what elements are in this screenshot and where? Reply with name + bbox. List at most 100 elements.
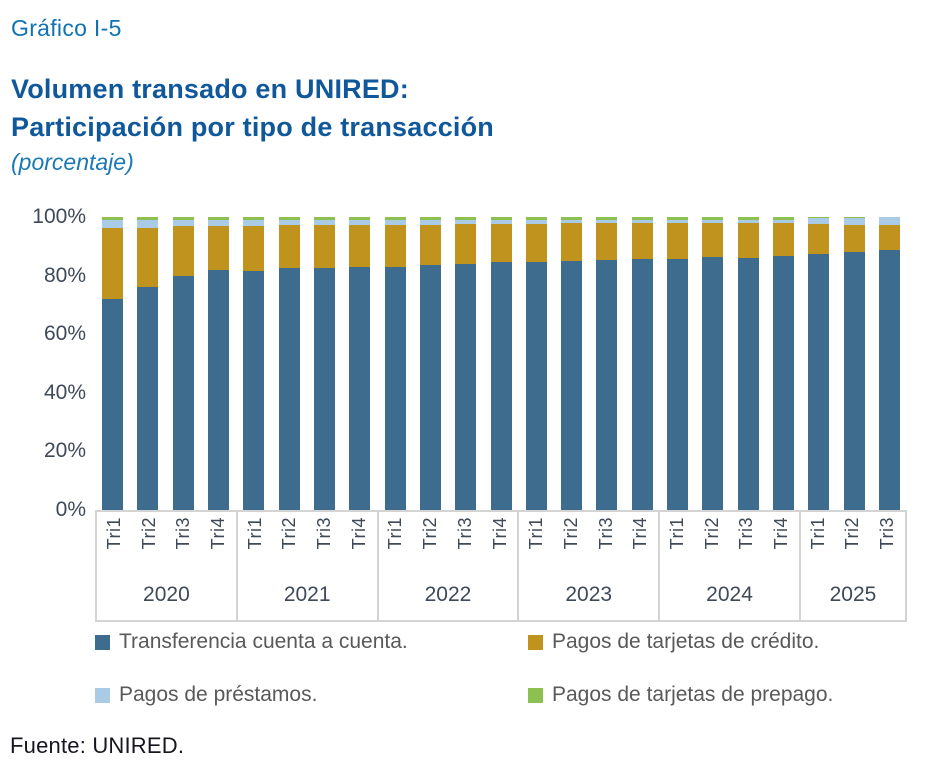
bar-group-2022	[377, 217, 518, 510]
plot-area	[95, 217, 907, 510]
bar-2020-Tri1	[102, 217, 124, 510]
quarter-label: Tri1	[666, 517, 687, 550]
quarter-cell: Tri2	[132, 517, 167, 581]
quarter-cell: Tri3	[730, 517, 765, 581]
bar-group-2020	[95, 217, 236, 510]
bar-2022-Tri2	[419, 217, 441, 510]
y-tick-label: 60%	[43, 322, 86, 346]
segment-cuenta	[737, 258, 759, 510]
segment-cuenta	[667, 258, 689, 510]
segment-prepago	[243, 217, 265, 220]
y-tick-label: 100%	[32, 205, 86, 228]
bar-2024-Tri3	[737, 217, 759, 510]
bar-group-2023	[519, 217, 660, 510]
segment-prepago	[314, 217, 335, 220]
quarter-cell: Tri2	[413, 517, 448, 581]
quarter-cell: Tri3	[166, 517, 201, 581]
legend-label-cuenta: Transferencia cuenta a cuenta.	[119, 630, 408, 653]
segment-prestamos	[243, 219, 265, 226]
bar-2024-Tri1	[667, 217, 689, 510]
segment-credito	[455, 224, 477, 264]
bar-slot	[554, 217, 589, 510]
segment-credito	[631, 223, 653, 260]
quarter-label: Tri2	[138, 517, 159, 550]
x-group-2024: Tri1 Tri2 Tri3 Tri4 2024	[660, 512, 801, 622]
segment-credito	[596, 223, 618, 261]
quarter-label: Tri3	[736, 517, 757, 550]
quarter-label: Tri1	[526, 517, 547, 550]
plot-row: 100% 80% 60% 40% 20% 0%	[0, 205, 925, 521]
bar-slot	[95, 217, 130, 510]
segment-credito	[384, 224, 406, 267]
quarter-label: Tri1	[103, 517, 124, 550]
bar-slot	[766, 217, 801, 510]
bar-2025-Tri3	[878, 217, 900, 510]
segment-prestamos	[808, 217, 830, 225]
bar-slot	[307, 217, 342, 510]
bar-2020-Tri2	[137, 217, 159, 510]
segment-credito	[490, 224, 512, 263]
segment-cuenta	[349, 266, 371, 510]
x-group-2022: Tri1 Tri2 Tri3 Tri4 2022	[378, 512, 520, 622]
quarter-label: Tri3	[314, 517, 335, 550]
segment-cuenta	[455, 263, 477, 510]
bar-2022-Tri3	[455, 217, 477, 510]
chart-subtitle: (porcentaje)	[11, 149, 134, 175]
x-group-2021: Tri1 Tri2 Tri3 Tri4 2021	[237, 512, 379, 622]
segment-prepago	[737, 217, 759, 220]
source-note: Fuente: UNIRED.	[10, 733, 185, 758]
bar-slot	[625, 217, 660, 510]
segment-prestamos	[843, 217, 865, 225]
segment-prepago	[631, 217, 653, 220]
x-axis: Tri1 Tri2 Tri3 Tri4 2020 Tri1 Tri2 Tri3 Tri4 2021…	[95, 510, 907, 622]
legend-label-prestamos: Pagos de préstamos.	[119, 683, 318, 706]
y-tick-label: 80%	[43, 263, 86, 287]
segment-prepago	[349, 217, 371, 220]
segment-cuenta	[631, 259, 653, 510]
stacked-bar-chart: 100% 80% 60% 40% 20% 0% Tri1 Tri2 Tri3 Tri4 2020 T…	[0, 205, 925, 622]
bar-2024-Tri4	[772, 217, 794, 510]
bar-slot	[589, 217, 624, 510]
bar-2024-Tri2	[702, 217, 724, 510]
segment-credito	[843, 224, 865, 253]
quarter-cell: Tri1	[801, 517, 836, 581]
chart-title: Volumen transado en UNIRED: Participación…	[11, 71, 494, 147]
segment-prestamos	[772, 219, 794, 223]
chart-number: Gráfico I-5	[11, 15, 122, 41]
y-tick-label: 20%	[43, 439, 86, 463]
bar-2021-Tri3	[314, 217, 335, 510]
segment-prestamos	[137, 219, 159, 229]
quarter-label: Tri3	[877, 517, 898, 550]
legend-item-credito: Pagos de tarjetas de crédito.	[528, 630, 905, 654]
segment-credito	[737, 222, 759, 259]
quarter-cell: Tri1	[519, 517, 554, 581]
segment-cuenta	[490, 262, 512, 510]
quarter-label: Tri3	[173, 517, 194, 550]
bar-2020-Tri3	[172, 217, 194, 510]
bar-2021-Tri2	[278, 217, 300, 510]
segment-prepago	[843, 217, 865, 218]
segment-credito	[172, 226, 194, 276]
quarter-label: Tri1	[385, 517, 406, 550]
segment-prepago	[596, 217, 618, 220]
segment-prepago	[490, 217, 512, 220]
segment-prepago	[772, 217, 794, 220]
bar-slot	[519, 217, 554, 510]
segment-prestamos	[631, 219, 653, 224]
quarter-cell: Tri2	[836, 517, 871, 581]
segment-credito	[808, 224, 830, 255]
chart-title-line1: Volumen transado en UNIRED:	[11, 74, 409, 104]
segment-credito	[419, 224, 441, 266]
bar-slot	[695, 217, 730, 510]
bar-2020-Tri4	[208, 217, 230, 510]
quarter-label: Tri4	[348, 517, 369, 550]
quarter-cell: Tri2	[272, 517, 307, 581]
segment-credito	[349, 225, 371, 267]
segment-cuenta	[278, 268, 300, 510]
bar-2021-Tri1	[243, 217, 265, 510]
bar-slot	[201, 217, 236, 510]
quarter-label-row: Tri1 Tri2 Tri3 Tri4	[660, 512, 799, 581]
segment-prepago	[384, 217, 406, 220]
segment-cuenta	[243, 271, 265, 510]
